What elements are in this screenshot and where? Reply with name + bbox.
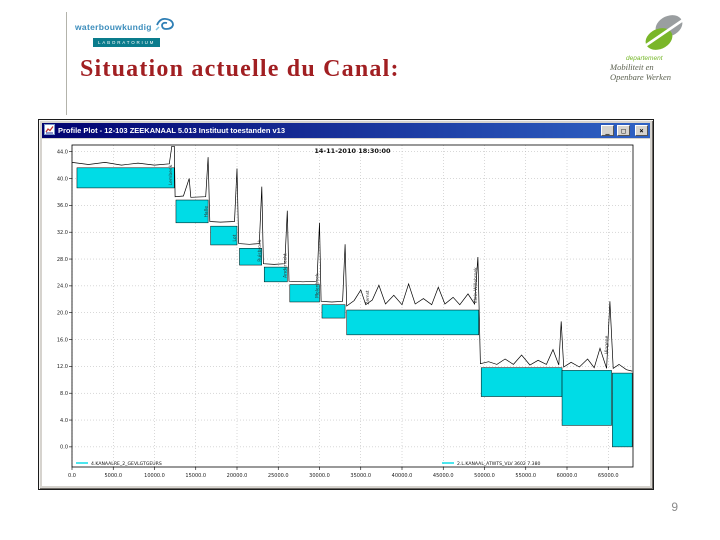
svg-text:35000.0: 35000.0 xyxy=(350,473,371,479)
svg-text:40000.0: 40000.0 xyxy=(392,473,413,479)
mow-text-line1: Mobiliteit en xyxy=(610,62,654,72)
page-number: 9 xyxy=(671,500,678,514)
svg-text:60000.0: 60000.0 xyxy=(557,473,578,479)
mow-text-line2: Openbare Werken xyxy=(610,72,671,83)
svg-text:14-11-2010 18:30:00: 14-11-2010 18:30:00 xyxy=(314,147,391,155)
svg-text:Hingene: Hingene xyxy=(604,335,610,354)
svg-text:10000.0: 10000.0 xyxy=(144,473,165,479)
laboratorium-banner: LABORATORIUM xyxy=(93,38,161,47)
svg-text:Lembeek: Lembeek xyxy=(168,164,174,185)
svg-text:0.0: 0.0 xyxy=(68,473,76,479)
plot-canvas-area: Lembeek Halle Lot Ruisbroek Anderlecht Molenb… xyxy=(42,139,650,486)
svg-text:50000.0: 50000.0 xyxy=(474,473,495,479)
mow-logo: departement Mobiliteit en Openbare Werke… xyxy=(606,13,702,82)
svg-text:0.0: 0.0 xyxy=(60,445,68,451)
svg-text:8.0: 8.0 xyxy=(60,391,68,397)
svg-text:44.0: 44.0 xyxy=(57,150,68,156)
window-titlebar-icon xyxy=(44,122,55,140)
minimize-button[interactable]: _ xyxy=(601,125,614,136)
svg-text:4.0: 4.0 xyxy=(60,418,68,424)
svg-text:20000.0: 20000.0 xyxy=(227,473,248,479)
svg-text:Zemst: Zemst xyxy=(365,290,371,305)
window-titlebar[interactable]: Profile Plot - 12-103 ZEEKANAAL 5.013 In… xyxy=(42,123,650,138)
svg-text:Molenbeek: Molenbeek xyxy=(315,273,321,298)
svg-text:Lot: Lot xyxy=(232,234,238,241)
svg-text:30000.0: 30000.0 xyxy=(309,473,330,479)
svg-text:Halle: Halle xyxy=(203,206,209,218)
svg-text:32.0: 32.0 xyxy=(57,230,68,236)
slide-title: Situation actuelle du Canal: xyxy=(80,56,400,82)
svg-text:45000.0: 45000.0 xyxy=(433,473,454,479)
svg-text:Ruisbroek: Ruisbroek xyxy=(257,239,263,262)
profile-plot-window: Profile Plot - 12-103 ZEEKANAAL 5.013 In… xyxy=(38,119,654,490)
svg-text:36.0: 36.0 xyxy=(57,203,68,209)
svg-text:4.KANAALRE_2_GEVLGTGEURS: 4.KANAALRE_2_GEVLGTGEURS xyxy=(91,461,162,467)
wave-swirl-icon xyxy=(155,17,175,36)
svg-text:5000.0: 5000.0 xyxy=(105,473,123,479)
svg-text:25000.0: 25000.0 xyxy=(268,473,289,479)
maximize-button[interactable]: □ xyxy=(617,125,630,136)
svg-text:Anderlecht: Anderlecht xyxy=(283,253,289,278)
svg-text:16.0: 16.0 xyxy=(57,337,68,343)
svg-text:40.0: 40.0 xyxy=(57,176,68,182)
svg-text:2.L.KANAAL_ATWTS_VLV 3602 7.38: 2.L.KANAAL_ATWTS_VLV 3602 7.380 xyxy=(457,461,541,467)
svg-text:15000.0: 15000.0 xyxy=(185,473,206,479)
window-title: Profile Plot - 12-103 ZEEKANAAL 5.013 In… xyxy=(58,126,285,135)
svg-text:12.0: 12.0 xyxy=(57,364,68,370)
svg-text:20.0: 20.0 xyxy=(57,311,68,317)
svg-text:55000.0: 55000.0 xyxy=(515,473,536,479)
left-accent-rule xyxy=(66,12,67,115)
waterbouwkundig-logo-text: waterbouwkundig xyxy=(75,21,152,32)
svg-text:28.0: 28.0 xyxy=(57,257,68,263)
svg-text:24.0: 24.0 xyxy=(57,284,68,290)
waterbouwkundig-logo: waterbouwkundig LABORATORIUM xyxy=(75,17,175,47)
close-button[interactable]: × xyxy=(635,125,648,136)
mow-departement-text: departement xyxy=(626,55,663,62)
profile-plot-chart: Lembeek Halle Lot Ruisbroek Anderlecht Molenb… xyxy=(42,139,650,486)
svg-text:Klein-Willebroek: Klein-Willebroek xyxy=(473,267,479,304)
mow-globe-icon xyxy=(644,15,684,50)
svg-text:65000.0: 65000.0 xyxy=(598,473,619,479)
